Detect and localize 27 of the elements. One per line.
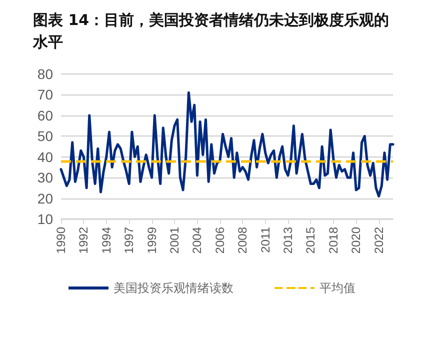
x-tick-label: 2004: [190, 226, 204, 254]
x-tick-label: 1999: [144, 226, 159, 254]
legend-label: 美国投资乐观情绪读数: [114, 281, 234, 295]
x-tick-label: 2008: [236, 226, 250, 254]
y-tick-label: 80: [37, 66, 54, 82]
x-tick-label: 2001: [168, 226, 182, 254]
x-tick-label: 1992: [76, 226, 91, 254]
x-tick-label: 2013: [281, 226, 296, 254]
x-tick-label: 2022: [372, 226, 386, 254]
y-tick-label: 30: [37, 170, 54, 186]
x-tick-label: 1990: [54, 226, 68, 254]
x-tick-label: 2011: [258, 226, 272, 253]
y-tick-label: 70: [37, 86, 54, 103]
x-tick-label: 1997: [122, 226, 136, 254]
x-tick-label: 2020: [349, 226, 364, 254]
y-tick-label: 50: [37, 128, 54, 144]
chart-title: 图表 14：目前，美国投资者情绪仍未达到极度乐观的水平: [32, 11, 390, 51]
x-tick-label: 2018: [326, 226, 340, 254]
legend-label: 平均值: [320, 281, 356, 295]
y-tick-label: 10: [37, 211, 54, 227]
y-tick-label: 60: [37, 107, 54, 124]
x-tick-label: 2015: [304, 226, 318, 254]
line-series: [60, 91, 394, 198]
y-tick-label: 20: [37, 190, 54, 206]
y-tick-label: 40: [37, 148, 54, 165]
x-tick-label: 2006: [212, 226, 227, 254]
x-tick-label: 1994: [99, 226, 114, 254]
